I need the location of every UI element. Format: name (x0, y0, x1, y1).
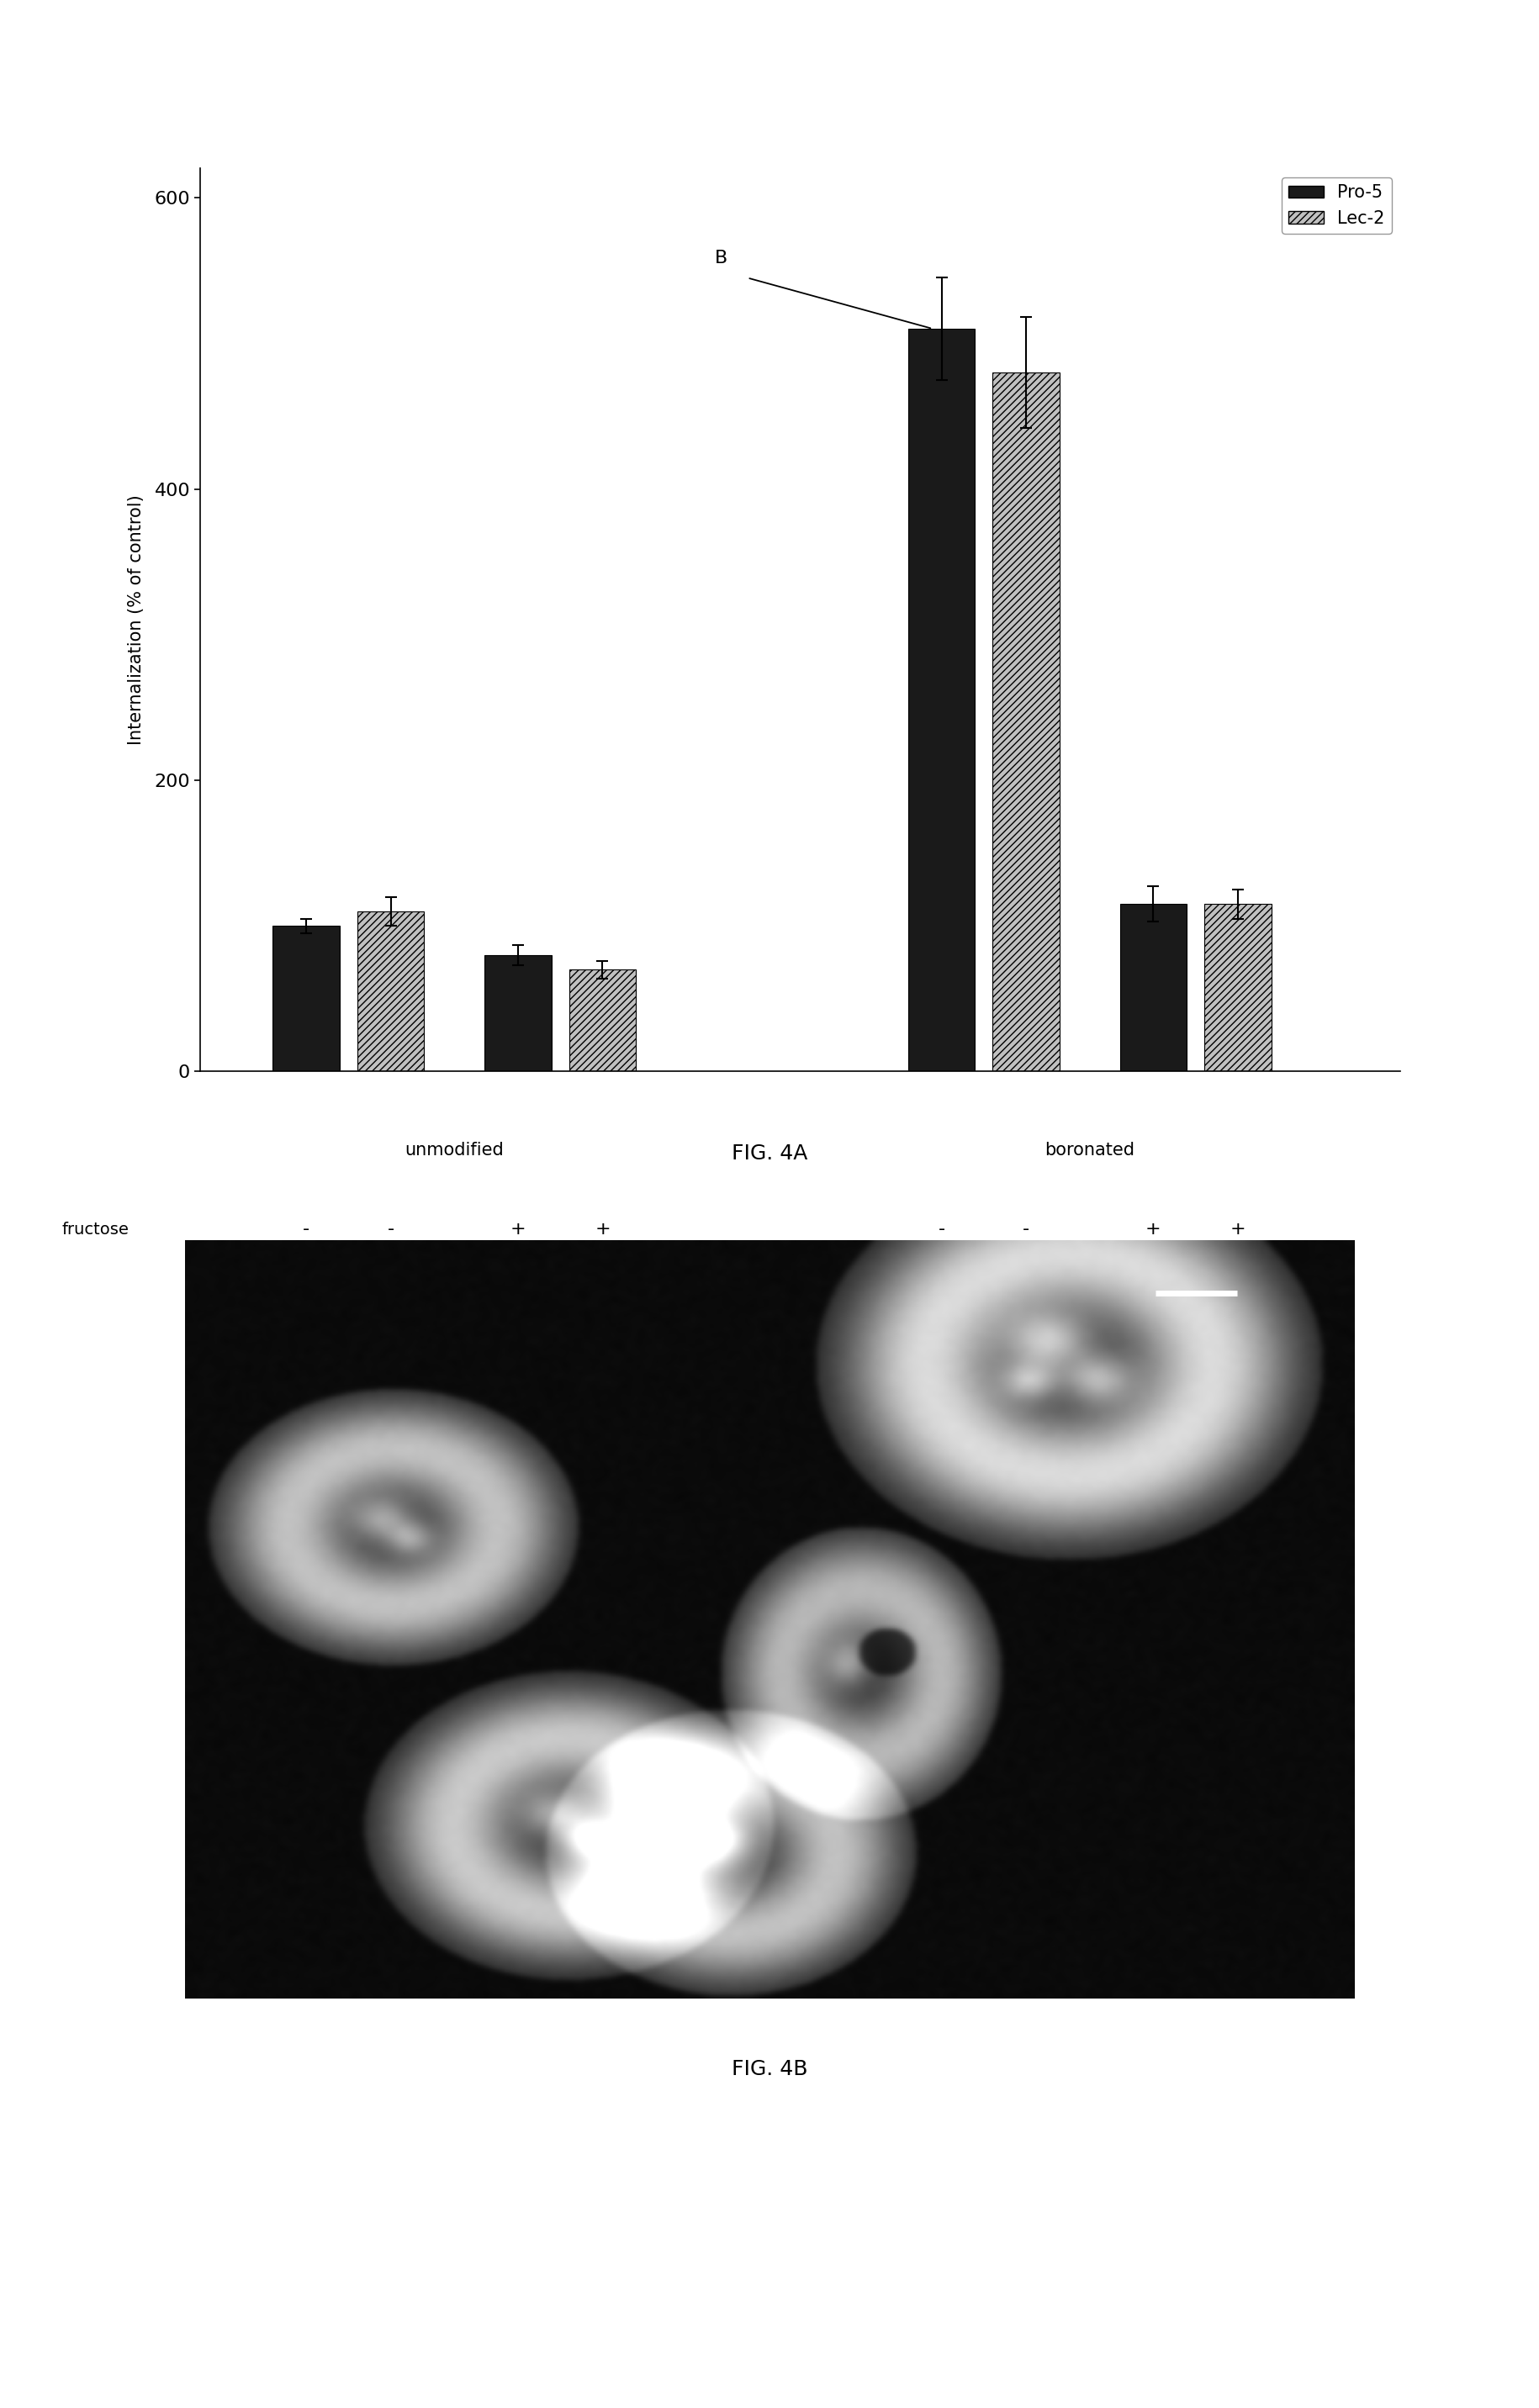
Text: +: + (509, 1221, 526, 1238)
Text: unmodified: unmodified (405, 1141, 503, 1158)
Bar (993, 373, 1060, 1072)
Y-axis label: Internalization (% of control): Internalization (% of control) (128, 496, 145, 744)
Text: -: - (388, 1221, 394, 1238)
Legend: Pro-5, Lec-2: Pro-5, Lec-2 (1282, 178, 1391, 234)
Text: -: - (939, 1221, 945, 1238)
Text: -: - (303, 1221, 309, 1238)
Bar (357, 910, 425, 1072)
Text: FIG. 4B: FIG. 4B (731, 2059, 808, 2078)
Bar (272, 927, 340, 1072)
Text: +: + (1145, 1221, 1162, 1238)
Bar (1120, 903, 1187, 1072)
Text: +: + (1230, 1221, 1247, 1238)
Text: fructose: fructose (62, 1221, 129, 1238)
Bar (908, 330, 976, 1072)
Text: boronated: boronated (1045, 1141, 1134, 1158)
Text: -: - (1023, 1221, 1030, 1238)
Bar (485, 956, 551, 1072)
Bar (1205, 903, 1271, 1072)
Text: +: + (594, 1221, 611, 1238)
Bar (569, 970, 636, 1072)
Text: FIG. 4A: FIG. 4A (731, 1144, 808, 1163)
Text: B: B (714, 250, 728, 267)
